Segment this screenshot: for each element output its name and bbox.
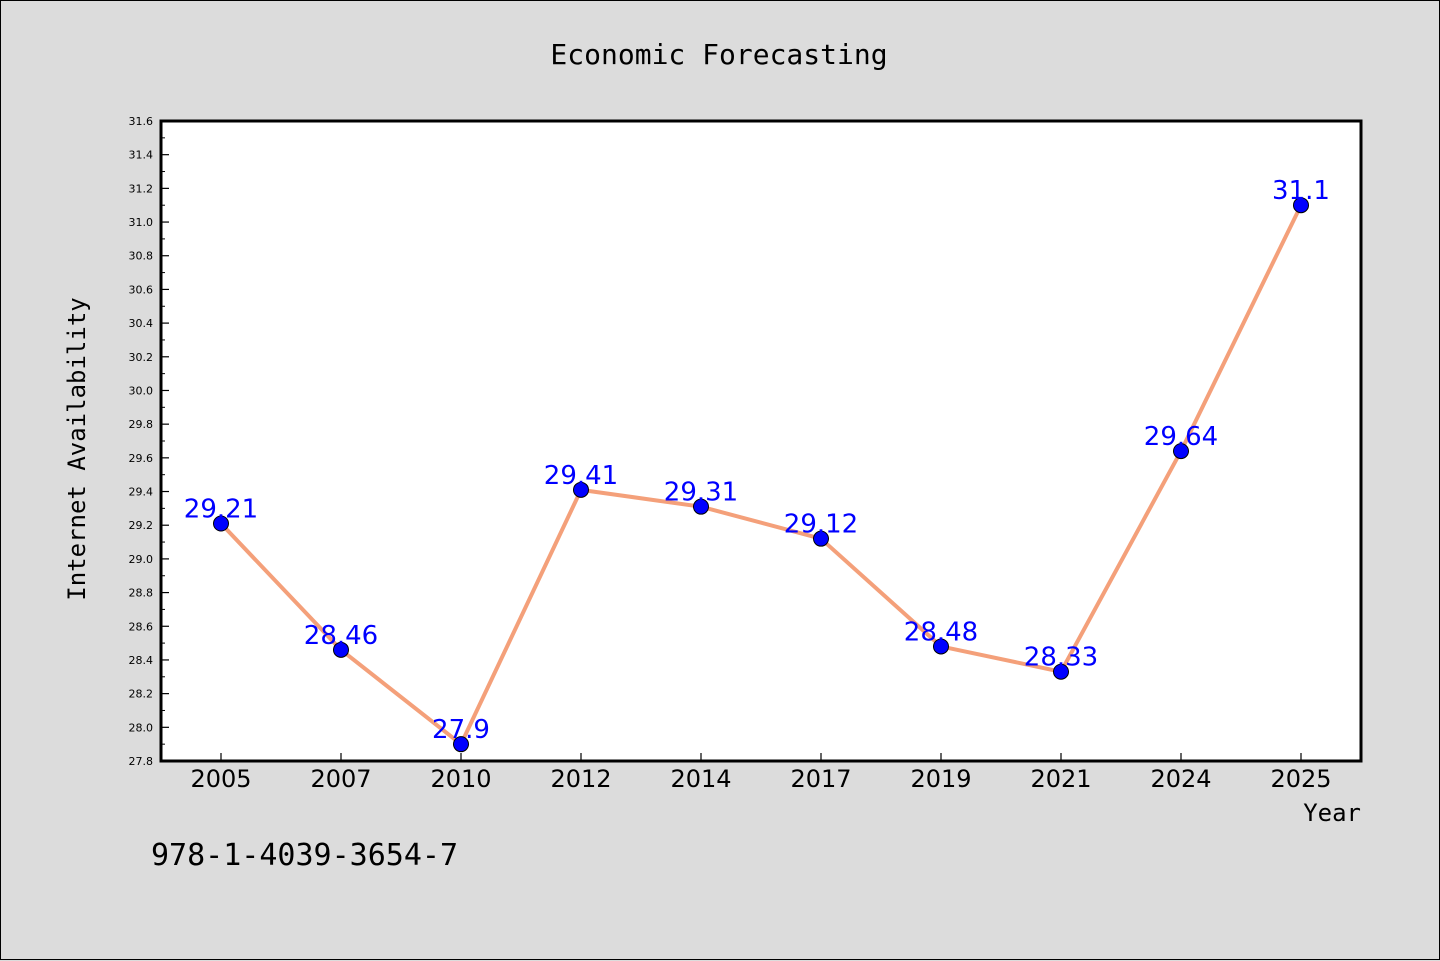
plot-area bbox=[159, 119, 1363, 763]
y-tick-label: 29.6 bbox=[129, 452, 154, 465]
y-tick-label: 29.4 bbox=[129, 486, 154, 499]
y-tick-label: 28.4 bbox=[129, 654, 154, 667]
series-markers bbox=[213, 197, 1309, 753]
y-tick-label: 28.0 bbox=[129, 721, 154, 734]
x-tick-label: 2012 bbox=[550, 765, 611, 793]
y-tick-label: 31.0 bbox=[129, 216, 154, 229]
y-tick-label: 31.6 bbox=[129, 115, 154, 128]
y-tick-label: 30.6 bbox=[129, 283, 154, 296]
footer-isbn-text: 978-1-4039-3654-7 bbox=[151, 838, 458, 873]
data-point bbox=[1293, 197, 1309, 214]
data-label: 29.12 bbox=[784, 510, 858, 540]
y-tick-label: 29.8 bbox=[129, 418, 154, 431]
x-tick-label: 2025 bbox=[1270, 765, 1331, 793]
x-tick-label: 2024 bbox=[1150, 765, 1211, 793]
y-tick-label: 30.0 bbox=[129, 384, 154, 397]
data-point bbox=[573, 481, 589, 498]
y-tick-label: 28.8 bbox=[129, 587, 154, 600]
x-tick-label: 2010 bbox=[430, 765, 491, 793]
y-tick-label: 29.2 bbox=[129, 519, 154, 532]
y-tick-label: 30.4 bbox=[129, 317, 154, 330]
x-tick-label: 2005 bbox=[190, 765, 251, 793]
x-tick-label: 2017 bbox=[790, 765, 851, 793]
x-tick-label: 2007 bbox=[310, 765, 371, 793]
data-point bbox=[333, 641, 349, 658]
data-point bbox=[813, 530, 829, 547]
data-point bbox=[453, 736, 469, 753]
y-tick-label: 28.6 bbox=[129, 620, 154, 633]
y-tick-label: 30.8 bbox=[129, 250, 154, 263]
data-point bbox=[1053, 663, 1069, 680]
data-label: 28.48 bbox=[904, 617, 978, 647]
data-label: 27.9 bbox=[432, 715, 490, 745]
data-label: 31.1 bbox=[1272, 176, 1330, 206]
series-line bbox=[219, 204, 1303, 747]
data-point bbox=[1173, 443, 1189, 460]
data-labels: 29.21 28.46 27.9 29.41 29.31 29.12 28.48 28.33 2… bbox=[184, 176, 1330, 745]
data-point bbox=[213, 515, 229, 532]
x-tick-label: 2014 bbox=[670, 765, 731, 793]
data-point bbox=[933, 638, 949, 655]
data-label: 29.21 bbox=[184, 495, 258, 525]
y-tick-label: 29.0 bbox=[129, 553, 154, 566]
data-point bbox=[693, 498, 709, 515]
data-label: 29.41 bbox=[544, 461, 618, 491]
data-label: 29.64 bbox=[1144, 422, 1218, 452]
x-tick-label: 2021 bbox=[1030, 765, 1091, 793]
chart-title: Economic Forecasting bbox=[550, 38, 887, 71]
x-axis: 2005 2007 2010 2012 2014 2017 2019 2021 2024 2025 bbox=[190, 753, 1332, 793]
data-label: 28.33 bbox=[1024, 643, 1098, 673]
y-tick-label: 31.4 bbox=[129, 149, 154, 162]
data-label: 28.46 bbox=[304, 621, 378, 651]
x-axis-label: Year bbox=[1303, 799, 1361, 827]
y-axis: 27.8 28.0 28.2 28.4 28.6 28.8 29.0 29.2 29.4 29.6… bbox=[129, 115, 169, 768]
data-label: 29.31 bbox=[664, 478, 738, 508]
y-tick-label: 31.2 bbox=[129, 182, 154, 195]
x-tick-label: 2019 bbox=[910, 765, 971, 793]
y-axis-label: Internet Availability bbox=[63, 297, 91, 600]
y-tick-label: 27.8 bbox=[129, 755, 154, 768]
y-tick-label: 30.2 bbox=[129, 351, 154, 364]
y-tick-label: 28.2 bbox=[129, 688, 154, 701]
